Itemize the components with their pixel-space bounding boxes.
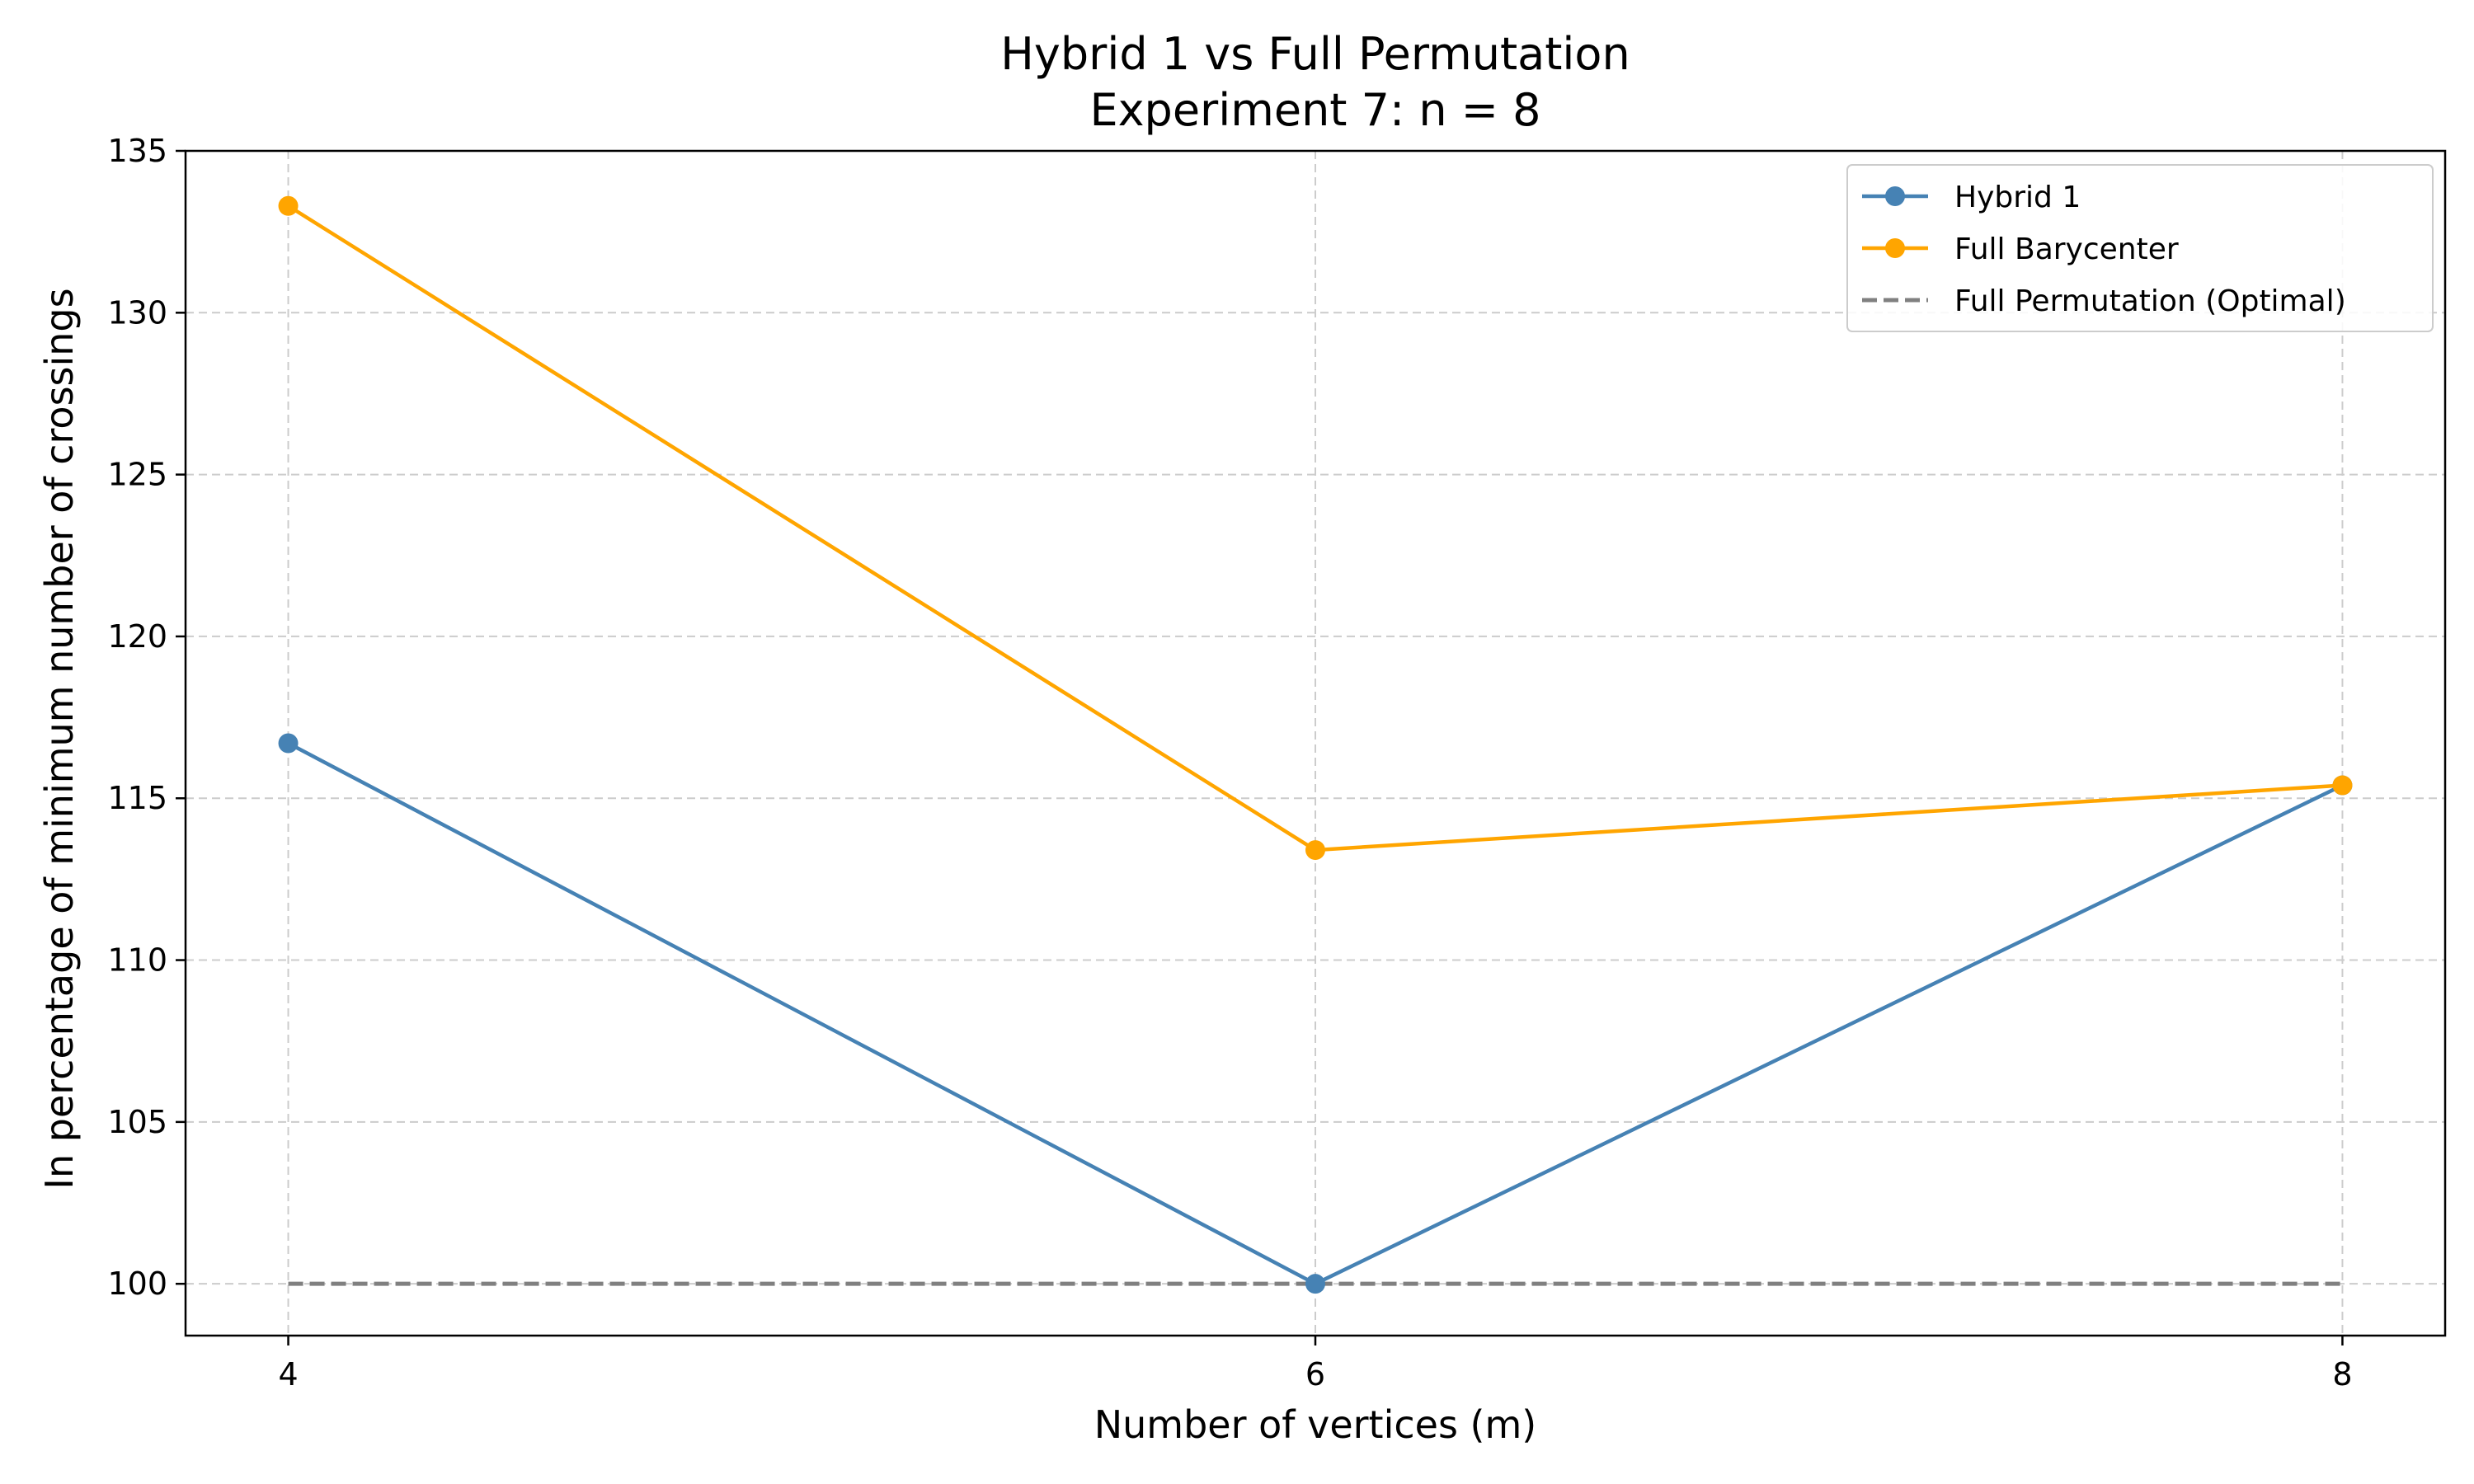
legend-label: Hybrid 1 [1954, 181, 2081, 214]
data-point [1305, 1274, 1325, 1294]
legend-label: Full Permutation (Optimal) [1954, 284, 2346, 318]
legend-marker [1885, 238, 1905, 258]
chart-subtitle: Experiment 7: n = 8 [1089, 84, 1540, 136]
data-point [2332, 775, 2353, 796]
legend: Hybrid 1 Full Barycenter Full Permutation … [1846, 164, 2434, 332]
axes: 4 6 8 100 105 110 115 120 125 130 135 [107, 133, 2352, 1392]
y-tick-label: 135 [107, 133, 167, 169]
y-tick-label: 110 [107, 942, 167, 979]
x-tick-label: 4 [278, 1356, 298, 1392]
series-layer [278, 195, 2353, 1294]
y-tick-label: 125 [107, 457, 167, 493]
x-axis-label: Number of vertices (m) [1094, 1402, 1537, 1447]
x-tick-label: 8 [2332, 1356, 2352, 1392]
legend-box [1846, 164, 2434, 332]
x-tick-label: 6 [1305, 1356, 1325, 1392]
y-tick-label: 120 [107, 618, 167, 655]
data-point [1305, 840, 1325, 861]
y-tick-label: 115 [107, 780, 167, 816]
data-point [278, 195, 299, 216]
data-point [278, 733, 299, 754]
y-axis-label: In percentage of minimum number of cross… [37, 288, 82, 1189]
chart-title: Hybrid 1 vs Full Permutation [1000, 28, 1630, 80]
legend-label: Full Barycenter [1954, 232, 2179, 266]
y-tick-label: 130 [107, 294, 167, 331]
y-tick-label: 100 [107, 1266, 167, 1302]
y-tick-label: 105 [107, 1104, 167, 1140]
legend-marker [1885, 186, 1905, 206]
